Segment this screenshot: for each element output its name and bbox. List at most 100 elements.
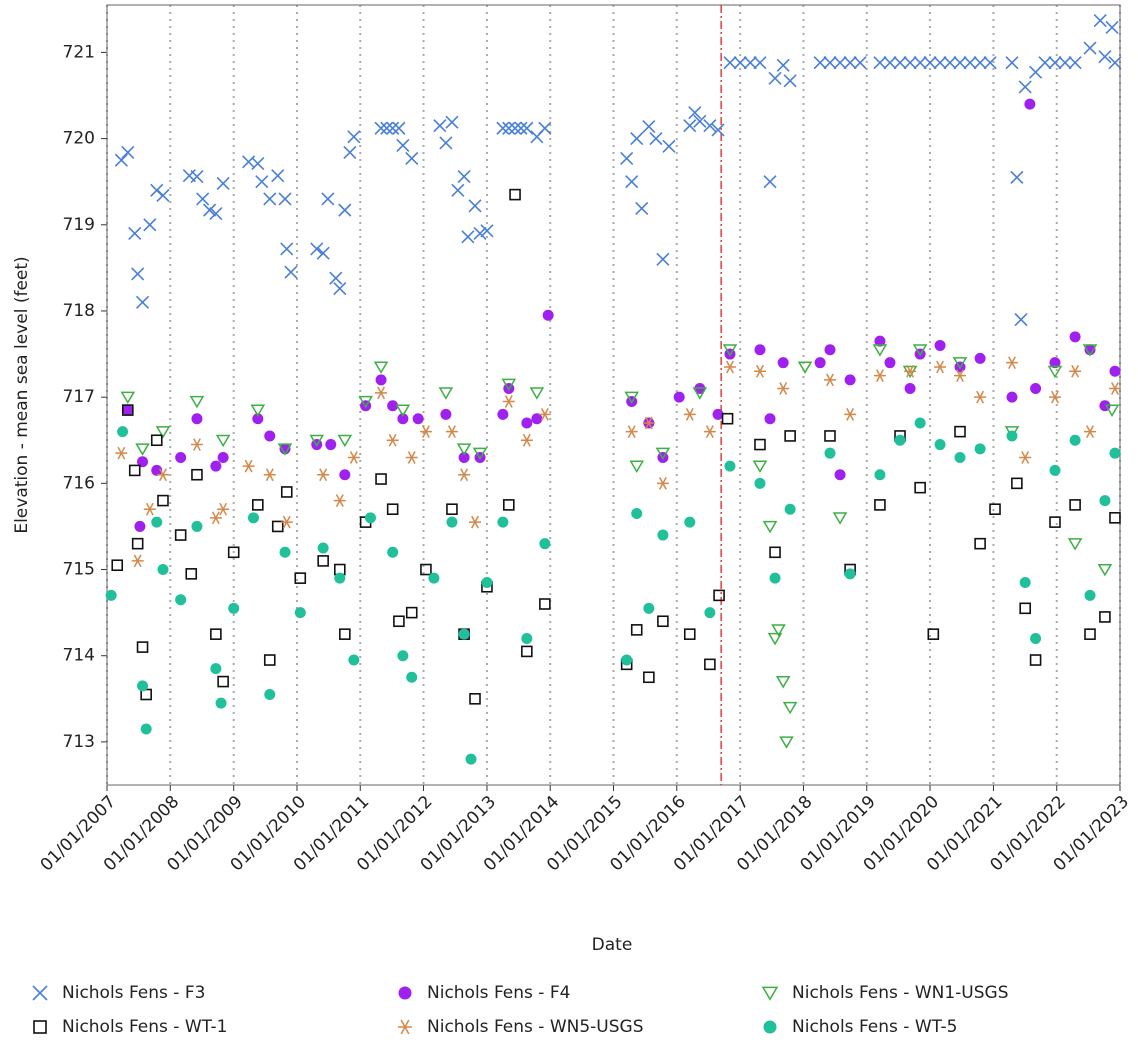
data-point	[215, 697, 227, 709]
legend-label: Nichols Fens - F3	[62, 983, 205, 1003]
data-point	[521, 417, 533, 429]
data-point	[723, 56, 737, 70]
data-point	[406, 671, 418, 683]
data-point	[712, 408, 724, 420]
data-point	[128, 226, 142, 240]
data-point	[1105, 20, 1119, 34]
data-point	[542, 309, 554, 321]
data-point	[673, 391, 685, 403]
data-point	[844, 568, 856, 580]
data-point	[655, 447, 671, 461]
data-point	[753, 56, 767, 70]
data-point	[387, 400, 399, 412]
data-point	[514, 121, 528, 135]
data-point	[445, 115, 459, 129]
data-point	[1029, 654, 1042, 666]
data-point	[309, 434, 325, 448]
data-point	[210, 628, 222, 640]
data-point	[1049, 464, 1061, 476]
data-point	[529, 387, 545, 400]
legend-marker	[33, 1020, 47, 1034]
data-point	[284, 265, 298, 279]
data-point	[374, 121, 388, 135]
data-point	[914, 417, 926, 429]
data-point	[989, 503, 1001, 515]
legend-marker	[32, 985, 48, 1001]
data-point	[496, 121, 510, 135]
data-point	[473, 226, 487, 240]
legend-label: Nichols Fens - WT-1	[62, 1017, 227, 1037]
data-point	[683, 119, 697, 133]
data-point	[386, 433, 399, 447]
data-point	[683, 408, 696, 421]
data-point	[393, 615, 405, 628]
data-point	[642, 416, 655, 430]
data-point	[775, 676, 791, 689]
data-point	[446, 503, 458, 515]
data-point	[1099, 611, 1111, 623]
data-point	[883, 56, 897, 70]
data-point	[1058, 56, 1072, 70]
data-point	[833, 56, 847, 70]
data-point	[250, 404, 266, 417]
data-point	[263, 468, 276, 482]
data-point	[264, 430, 276, 442]
data-point	[743, 56, 757, 70]
data-point	[927, 628, 940, 640]
data-point	[538, 408, 551, 421]
data-point	[175, 594, 187, 606]
data-point	[1098, 50, 1112, 64]
data-point	[779, 736, 794, 749]
data-point	[777, 357, 789, 369]
data-point	[465, 753, 477, 765]
data-point	[278, 192, 292, 206]
legend-label: Nichols Fens - F4	[427, 983, 570, 1003]
data-point	[358, 395, 373, 409]
data-point	[520, 433, 533, 447]
data-point	[1109, 512, 1121, 524]
data-point	[252, 499, 264, 511]
data-point	[771, 624, 786, 637]
data-point	[1108, 56, 1122, 70]
data-point	[1093, 13, 1107, 28]
data-point	[190, 169, 204, 184]
data-point	[1010, 170, 1024, 184]
data-point	[832, 512, 848, 525]
legend-marker	[398, 986, 412, 1000]
data-point	[934, 360, 947, 374]
data-point	[721, 412, 734, 425]
data-point	[334, 572, 346, 584]
data-point	[263, 654, 276, 666]
data-point	[688, 106, 702, 120]
data-point	[1006, 391, 1018, 403]
data-point	[1084, 628, 1096, 640]
data-point	[635, 201, 649, 215]
data-point	[210, 460, 222, 472]
data-point	[643, 671, 655, 684]
data-point	[472, 447, 488, 461]
data-point	[1006, 430, 1018, 442]
data-point	[649, 132, 663, 146]
data-point	[480, 224, 494, 238]
data-point	[263, 192, 277, 206]
data-point	[754, 477, 766, 489]
data-point	[933, 56, 947, 70]
data-point	[457, 169, 471, 184]
data-point	[843, 56, 857, 70]
data-point	[210, 663, 222, 675]
data-point	[762, 520, 778, 534]
data-point	[1049, 357, 1061, 369]
data-point	[704, 607, 716, 619]
data-point	[252, 413, 264, 425]
data-point	[783, 74, 797, 88]
data-point	[412, 413, 424, 425]
data-point	[185, 568, 198, 580]
data-point	[395, 404, 411, 417]
data-point	[191, 520, 203, 532]
data-point	[509, 188, 521, 201]
series	[105, 417, 1121, 765]
legend-label: Nichols Fens - WT-5	[792, 1017, 957, 1037]
data-point	[247, 512, 259, 524]
data-point	[767, 632, 783, 646]
